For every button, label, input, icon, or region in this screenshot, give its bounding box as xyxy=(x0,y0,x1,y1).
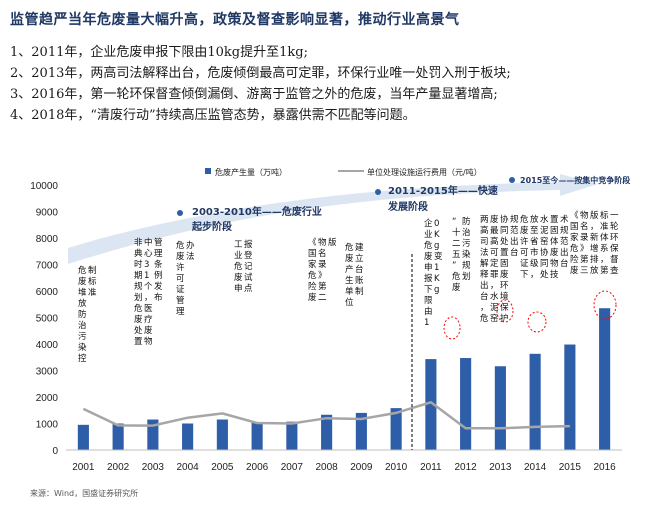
bar-2004 xyxy=(182,423,194,450)
bar-2015 xyxy=(564,344,576,450)
bar-2016 xyxy=(599,308,611,450)
key-points: 1、2011年，企业危废申报下限由10kg提升至1kg; 2、2013年，两高司… xyxy=(10,42,511,126)
annotation-2014: 水泥窑协同处 xyxy=(540,214,549,280)
annotation-2009: 危废产生单位 xyxy=(345,242,354,308)
legend-label-line: 单位处理设施运行费用（元/吨） xyxy=(367,168,482,177)
y-tick-label: 7000 xyxy=(36,261,59,272)
annotation-2014: 放至省市级， xyxy=(530,214,539,280)
annotation-2001: 危废堆放防治污染控 xyxy=(78,265,87,364)
highlight-circle-3 xyxy=(527,311,547,333)
bar-2014 xyxy=(529,353,541,450)
annotation-2003: 非典时期规划危废处置 xyxy=(134,237,143,347)
x-tick-label: 2004 xyxy=(177,462,200,473)
annotation-2013: 协同处置固废环境保护 xyxy=(500,214,509,324)
bar-2005 xyxy=(216,419,228,450)
stage-label-2b: 发展阶段 xyxy=(387,200,428,213)
y-tick-label: 5000 xyxy=(36,314,59,325)
stage-arrow xyxy=(68,174,598,264)
annotation-2016: 一轮环保督查 xyxy=(610,211,619,276)
annotation-2009: 建立台账制 xyxy=(355,242,364,297)
stage-label-1: 2003-2010年——危废行业 xyxy=(192,205,322,218)
annotation-2014: 危废许可证下 xyxy=(520,214,529,280)
annotation-2016: 物名录》第三 xyxy=(580,210,589,276)
bar-2011 xyxy=(425,359,437,450)
annotation-2012: “十二五”危废 xyxy=(452,217,461,293)
annotation-2001: 制标准 xyxy=(88,265,97,298)
x-tick-label: 2011 xyxy=(420,462,442,473)
stage-label-1b: 起步阶段 xyxy=(191,220,232,233)
stage-label-3: 2015至今——按集中竞争阶段 xyxy=(520,175,630,185)
x-tick-label: 2010 xyxy=(385,462,408,473)
x-tick-label: 2002 xyxy=(107,462,130,473)
bar-2002 xyxy=(112,423,124,450)
annotation-2008: 《国家危险废 xyxy=(308,238,317,303)
bar-2006 xyxy=(251,422,263,450)
annotation-2013: 两高司法解释出台，危 xyxy=(480,215,489,324)
x-tick-label: 2006 xyxy=(246,462,269,473)
x-tick-label: 2012 xyxy=(455,462,478,473)
annotation-2014: 置固体废物技 xyxy=(550,215,559,280)
x-tick-label: 2014 xyxy=(524,462,547,473)
annotation-2016: 《国家危险废 xyxy=(570,211,579,276)
x-tick-label: 2007 xyxy=(281,462,304,473)
x-tick-label: 2013 xyxy=(489,462,512,473)
point-2: 2、2013年，两高司法解释出台，危废倾倒最高可定罪，环保行业唯一处罚入刑于板块… xyxy=(10,66,511,81)
x-tick-label: 2009 xyxy=(350,462,373,473)
annotation-2013: 规范出台 xyxy=(510,214,519,258)
annotation-2005: 报登记试点 xyxy=(244,239,253,294)
x-tick-label: 2015 xyxy=(559,462,582,473)
y-tick-label: 0 xyxy=(52,446,58,457)
bar-2010 xyxy=(390,408,402,450)
annotation-2004: 危废许可证管理 xyxy=(176,240,185,317)
page-title: 监管趋严当年危废量大幅升高，政策及督查影响显著，推动行业高景气 xyxy=(10,12,460,28)
annotation-2005: 工业危废申 xyxy=(234,240,243,294)
bar-2001 xyxy=(77,424,89,450)
annotation-2012: 防治污染规划 xyxy=(462,216,471,282)
y-tick-label: 9000 xyxy=(36,208,59,219)
y-tick-label: 4000 xyxy=(36,340,59,351)
source-note: 来源：Wind，国盛证券研究所 xyxy=(30,489,139,498)
y-tick-label: 8000 xyxy=(36,234,59,245)
bar-2009 xyxy=(355,412,367,450)
stage-marker-3 xyxy=(509,177,515,183)
y-tick-label: 2000 xyxy=(36,393,59,404)
annotation-2004: 办法 xyxy=(186,240,195,262)
highlight-circle-4 xyxy=(593,290,617,320)
bar-2012 xyxy=(460,358,472,450)
legend-swatch-bar xyxy=(205,168,211,174)
y-tick-label: 10000 xyxy=(30,181,58,192)
point-1: 1、2011年，企业危废申报下限由10kg提升至1kg; xyxy=(10,45,308,60)
bar-2007 xyxy=(286,421,298,450)
x-tick-label: 2008 xyxy=(316,462,339,473)
bar-2008 xyxy=(321,414,333,450)
annotation-2013: 废最高可定罪，水泥窑 xyxy=(490,214,499,324)
point-3: 3、2016年，第一轮环保督查倾倒漏倒、游离于监管之外的危废，当年产量显著增高; xyxy=(10,87,498,102)
annotation-2008: 物名录》第二 xyxy=(318,237,327,303)
bar-2003 xyxy=(147,419,159,450)
y-tick-label: 3000 xyxy=(36,367,59,378)
stage-label-2: 2011-2015年——快速 xyxy=(388,184,498,197)
y-tick-label: 6000 xyxy=(36,287,59,298)
highlight-circle-1 xyxy=(443,316,461,340)
highlight-circle-2 xyxy=(496,299,514,323)
stage-marker-2 xyxy=(375,189,381,195)
x-tick-label: 2003 xyxy=(142,462,165,473)
legend-label-bar: 危废产生量（万吨） xyxy=(215,168,287,177)
annotation-2003: 中心 3 1 个，医疗废物 xyxy=(144,237,153,347)
annotation-2011: 企业危废申报下限由 1 xyxy=(424,218,433,328)
bar-2013 xyxy=(494,366,506,450)
stage-marker-1 xyxy=(177,210,183,216)
annotation-2014: 术规范出台 xyxy=(560,214,569,269)
point-4: 4、2018年，“清废行动”持续高压监管态势，暴露供需不匹配等问题。 xyxy=(10,108,416,123)
x-tick-label: 2001 xyxy=(72,462,95,473)
x-tick-label: 2016 xyxy=(594,462,617,473)
annotation-2016: 版，新增排放 xyxy=(590,210,599,276)
annotation-2016: 标准体系，第 xyxy=(600,210,609,276)
y-tick-label: 1000 xyxy=(36,420,59,431)
x-tick-label: 2005 xyxy=(211,462,234,473)
annotation-2003: 管理条例发布 xyxy=(154,237,163,303)
annotation-2008: 版 xyxy=(328,237,337,248)
